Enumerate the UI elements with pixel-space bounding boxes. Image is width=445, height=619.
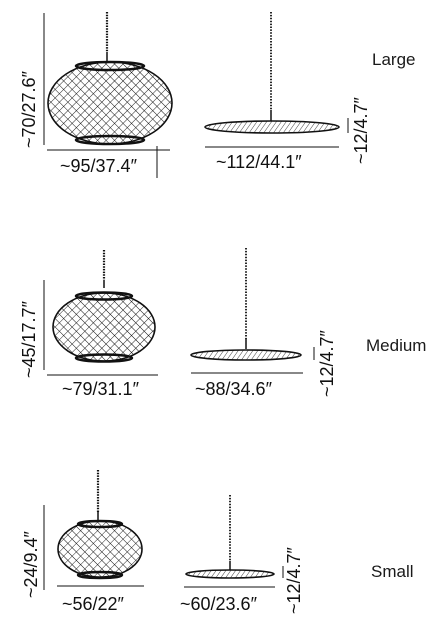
medium-disc-height: ~12/4.7″ (317, 330, 337, 397)
large-dimension-lines (43, 13, 349, 178)
size-label-small: Small (371, 562, 414, 581)
large-disc-height: ~12/4.7″ (351, 97, 371, 164)
medium-pendant-width: ~79/31.1″ (62, 379, 139, 399)
medium-pendant-lamp (52, 250, 156, 363)
size-label-medium: Medium (366, 336, 427, 355)
size-label-large: Large (372, 50, 416, 69)
small-pendant-width: ~56/22″ (62, 594, 124, 614)
large-pendant-lamp (47, 12, 173, 146)
small-pendant-height: ~24/9.4″ (21, 531, 41, 598)
medium-disc-width: ~88/34.6″ (195, 379, 272, 399)
medium-disc-lamp (190, 248, 302, 361)
medium-dimension-lines (43, 280, 315, 376)
large-pendant-height: ~70/27.6″ (19, 71, 39, 148)
small-disc-width: ~60/23.6″ (180, 594, 257, 614)
large-disc-lamp (204, 12, 340, 134)
small-dimension-lines (43, 505, 284, 590)
small-disc-lamp (185, 495, 275, 579)
medium-pendant-height: ~45/17.7″ (19, 301, 39, 378)
large-pendant-width: ~95/37.4″ (60, 156, 137, 176)
large-disc-width: ~112/44.1″ (216, 152, 302, 172)
small-pendant-lamp (57, 470, 143, 580)
small-disc-height: ~12/4.7″ (284, 547, 304, 614)
